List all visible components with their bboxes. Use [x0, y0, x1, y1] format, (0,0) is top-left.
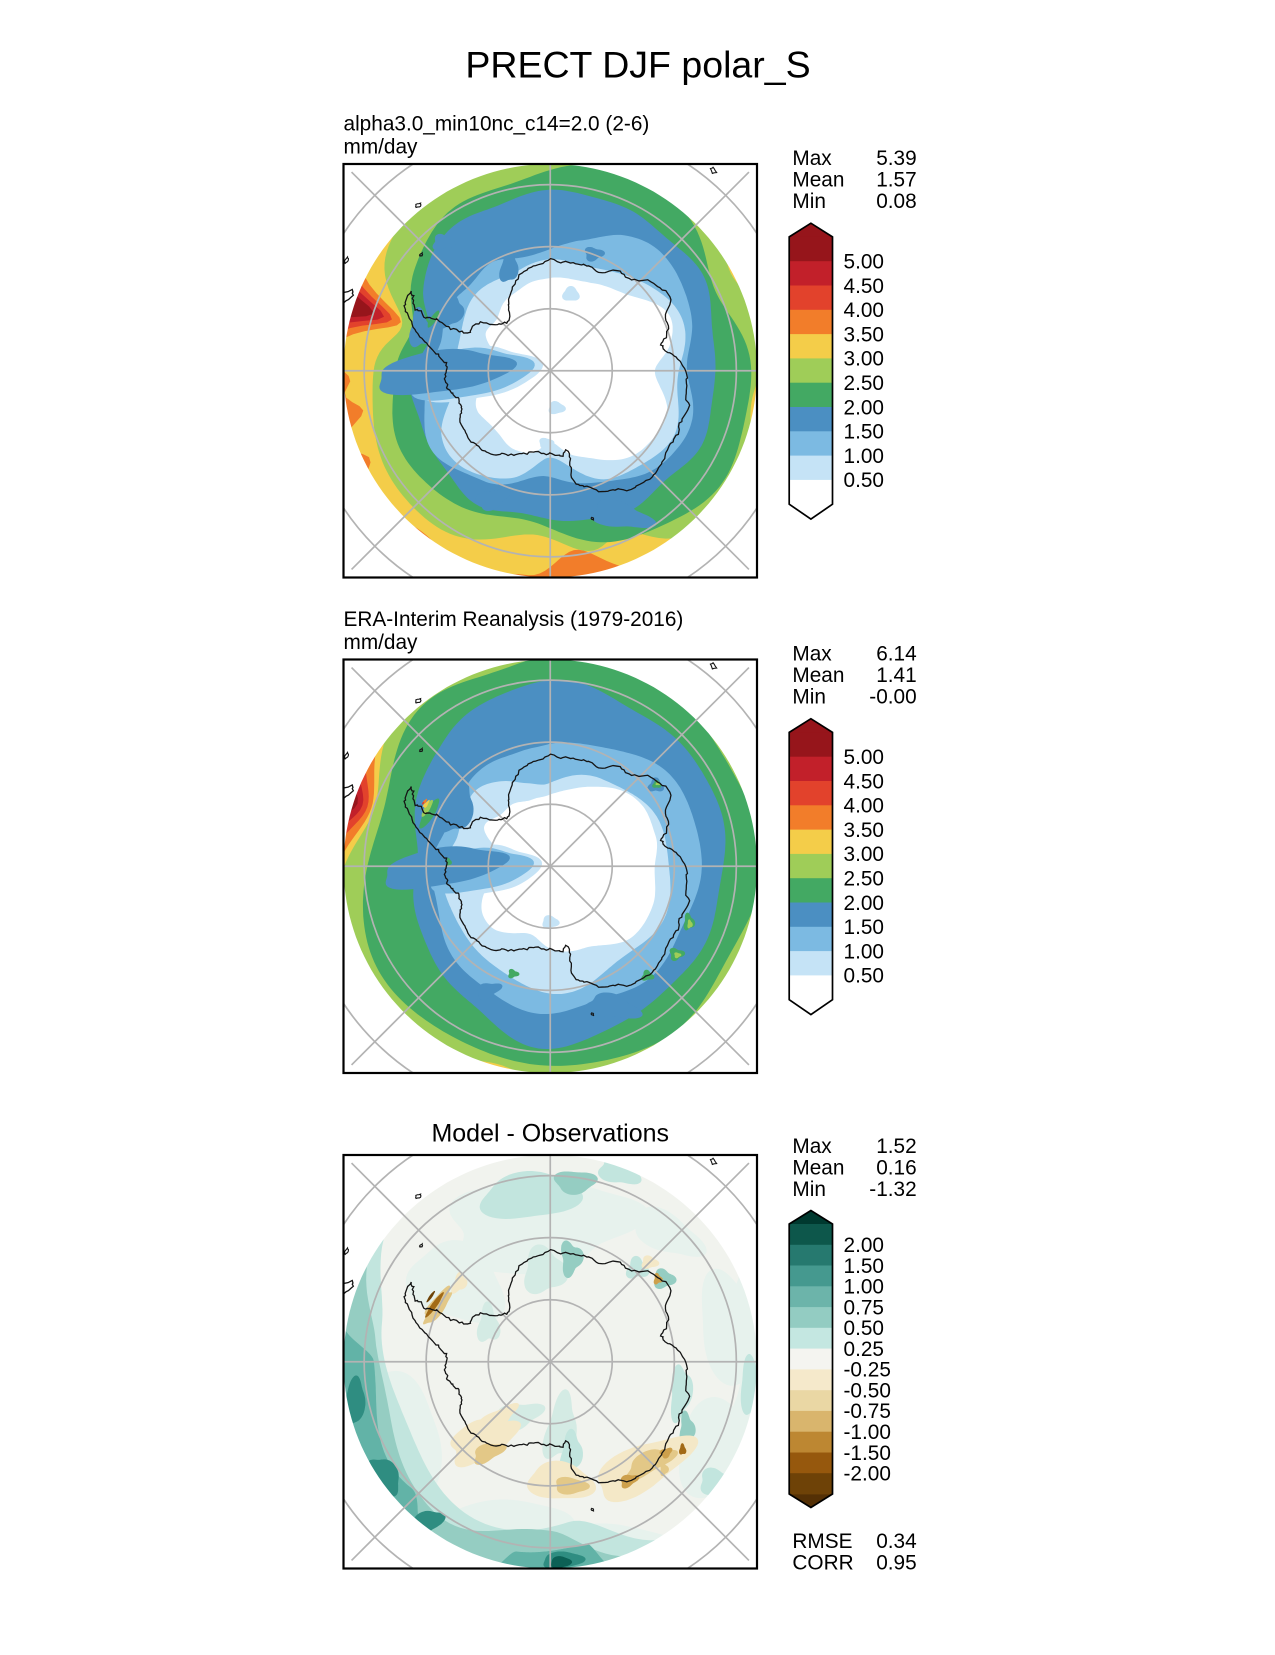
svg-text:1.41: 1.41 [876, 664, 916, 687]
svg-text:1.50: 1.50 [844, 421, 884, 444]
svg-text:1.57: 1.57 [876, 169, 916, 192]
svg-text:-1.32: -1.32 [869, 1178, 916, 1201]
svg-text:ERA-Interim Reanalysis (1979-2: ERA-Interim Reanalysis (1979-2016) [344, 608, 684, 631]
svg-text:5.00: 5.00 [844, 251, 884, 274]
svg-text:3.50: 3.50 [844, 819, 884, 842]
svg-text:4.50: 4.50 [844, 770, 884, 793]
svg-text:0.50: 0.50 [844, 469, 884, 492]
svg-text:-0.00: -0.00 [869, 686, 916, 709]
svg-text:0.25: 0.25 [844, 1338, 884, 1361]
svg-text:1.52: 1.52 [876, 1135, 916, 1158]
svg-text:4.00: 4.00 [844, 795, 884, 818]
svg-text:Mean: Mean [792, 1157, 844, 1180]
svg-text:-0.75: -0.75 [844, 1400, 891, 1423]
svg-text:Min: Min [792, 190, 826, 213]
svg-text:-1.00: -1.00 [844, 1421, 891, 1444]
svg-text:2.00: 2.00 [844, 396, 884, 419]
svg-text:Max: Max [792, 147, 832, 170]
svg-text:mm/day: mm/day [344, 136, 419, 159]
svg-text:PRECT DJF polar_S: PRECT DJF polar_S [465, 44, 810, 86]
svg-text:1.00: 1.00 [844, 940, 884, 963]
svg-text:2.50: 2.50 [844, 372, 884, 395]
svg-text:2.00: 2.00 [844, 1234, 884, 1257]
svg-text:0.16: 0.16 [876, 1157, 916, 1180]
svg-text:Max: Max [792, 643, 832, 666]
svg-text:4.00: 4.00 [844, 299, 884, 322]
svg-text:0.34: 0.34 [876, 1530, 916, 1553]
svg-text:Mean: Mean [792, 664, 844, 687]
svg-text:0.75: 0.75 [844, 1296, 884, 1319]
svg-text:alpha3.0_min10nc_c14=2.0 (2-6): alpha3.0_min10nc_c14=2.0 (2-6) [344, 113, 650, 136]
svg-text:0.50: 0.50 [844, 965, 884, 988]
svg-text:Min: Min [792, 1178, 826, 1201]
svg-text:Model - Observations: Model - Observations [431, 1119, 669, 1147]
svg-text:-1.50: -1.50 [844, 1442, 891, 1465]
svg-text:0.08: 0.08 [876, 190, 916, 213]
svg-text:-2.00: -2.00 [844, 1463, 891, 1486]
svg-text:1.00: 1.00 [844, 445, 884, 468]
svg-text:5.39: 5.39 [876, 147, 916, 170]
svg-text:-0.25: -0.25 [844, 1359, 891, 1382]
svg-text:1.50: 1.50 [844, 1255, 884, 1278]
svg-text:Max: Max [792, 1135, 832, 1158]
svg-text:Min: Min [792, 686, 826, 709]
svg-text:2.50: 2.50 [844, 868, 884, 891]
svg-text:3.50: 3.50 [844, 323, 884, 346]
svg-text:1.50: 1.50 [844, 916, 884, 939]
svg-text:3.00: 3.00 [844, 843, 884, 866]
svg-text:RMSE: RMSE [792, 1530, 852, 1553]
svg-text:Mean: Mean [792, 169, 844, 192]
svg-text:0.50: 0.50 [844, 1317, 884, 1340]
svg-text:0.95: 0.95 [876, 1552, 916, 1575]
svg-text:3.00: 3.00 [844, 348, 884, 371]
svg-text:4.50: 4.50 [844, 275, 884, 298]
svg-text:2.00: 2.00 [844, 892, 884, 915]
svg-text:-0.50: -0.50 [844, 1380, 891, 1403]
svg-text:CORR: CORR [792, 1552, 853, 1575]
svg-text:1.00: 1.00 [844, 1276, 884, 1299]
svg-text:6.14: 6.14 [876, 643, 916, 666]
svg-text:5.00: 5.00 [844, 746, 884, 769]
svg-text:mm/day: mm/day [344, 631, 419, 654]
